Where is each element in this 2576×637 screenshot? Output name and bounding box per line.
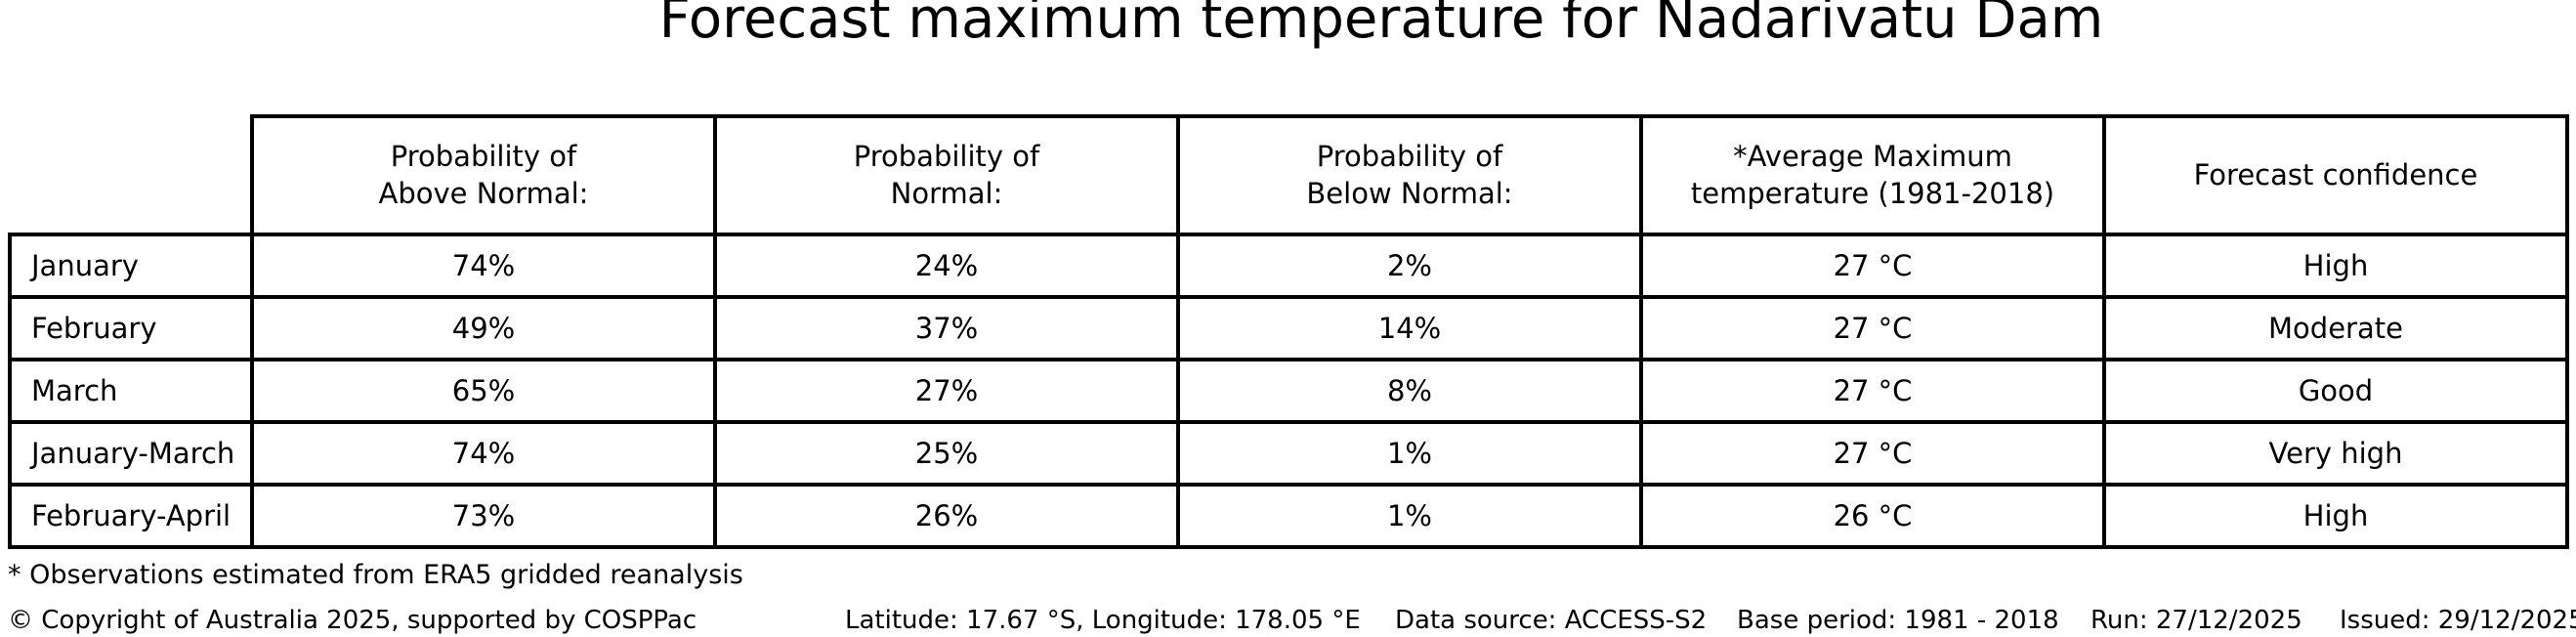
cell-january-march-below-normal: 1% — [1176, 420, 1643, 487]
cell-february-april-avg-temp: 26 °C — [1639, 483, 2106, 549]
cell-february-confidence: Moderate — [2102, 295, 2569, 361]
table-row-january: January 74% 24% 2% 27 °C High — [8, 233, 2569, 299]
page-title: Forecast maximum temperature for Nadariv… — [658, 0, 2104, 51]
corner-blank-cell — [10, 116, 252, 234]
header-row: Probability of Above Normal: Probability… — [10, 114, 2569, 236]
cell-january-march-avg-temp: 27 °C — [1639, 420, 2106, 487]
col-header-forecast-confidence: Forecast confidence — [2102, 114, 2569, 236]
cell-march-confidence: Good — [2102, 358, 2569, 424]
table-row-february: February 49% 37% 14% 27 °C Moderate — [8, 295, 2569, 361]
row-label-january-march: January-March — [8, 420, 254, 487]
issued-date-text: Issued: 29/12/2025 — [2340, 606, 2576, 635]
observations-footnote: * Observations estimated from ERA5 gridd… — [8, 560, 743, 590]
col-header-normal-label: Probability of Normal: — [853, 139, 1040, 210]
cell-march-avg-temp: 27 °C — [1639, 358, 2106, 424]
cell-march-below-normal: 8% — [1176, 358, 1643, 424]
row-label-january: January — [8, 233, 254, 299]
data-source-text: Data source: ACCESS-S2 — [1395, 606, 1708, 635]
cell-march-above-normal: 65% — [250, 358, 717, 424]
cell-february-april-confidence: High — [2102, 483, 2569, 549]
table-row-february-april: February-April 73% 26% 1% 26 °C High — [8, 483, 2569, 549]
row-label-february: February — [8, 295, 254, 361]
cell-february-april-below-normal: 1% — [1176, 483, 1643, 549]
cell-march-normal: 27% — [713, 358, 1180, 424]
run-date-text: Run: 27/12/2025 — [2090, 606, 2302, 635]
cell-february-below-normal: 14% — [1176, 295, 1643, 361]
col-header-average-max-temp-label: *Average Maximum temperature (1981-2018) — [1690, 139, 2055, 210]
copyright-text: © Copyright of Australia 2025, supported… — [8, 606, 697, 635]
cell-february-above-normal: 49% — [250, 295, 717, 361]
base-period-text: Base period: 1981 - 2018 — [1737, 606, 2059, 635]
cell-january-avg-temp: 27 °C — [1639, 233, 2106, 299]
row-label-february-april: February-April — [8, 483, 254, 549]
cell-february-april-above-normal: 73% — [250, 483, 717, 549]
row-label-march: March — [8, 358, 254, 424]
cell-january-march-normal: 25% — [713, 420, 1180, 487]
cell-january-march-confidence: Very high — [2102, 420, 2569, 487]
cell-january-march-above-normal: 74% — [250, 420, 717, 487]
location-coordinates: Latitude: 17.67 °S, Longitude: 178.05 °E — [845, 606, 1361, 635]
cell-february-april-normal: 26% — [713, 483, 1180, 549]
cell-february-avg-temp: 27 °C — [1639, 295, 2106, 361]
col-header-normal: Probability of Normal: — [713, 114, 1180, 236]
col-header-below-normal: Probability of Below Normal: — [1176, 114, 1643, 236]
forecast-table: Probability of Above Normal: Probability… — [8, 114, 2569, 549]
cell-january-confidence: High — [2102, 233, 2569, 299]
cell-january-below-normal: 2% — [1176, 233, 1643, 299]
cell-january-above-normal: 74% — [250, 233, 717, 299]
col-header-average-max-temp: *Average Maximum temperature (1981-2018) — [1639, 114, 2106, 236]
col-header-forecast-confidence-label: Forecast confidence — [2193, 157, 2478, 191]
table-row-january-march: January-March 74% 25% 1% 27 °C Very high — [8, 420, 2569, 487]
cell-january-normal: 24% — [713, 233, 1180, 299]
col-header-above-normal: Probability of Above Normal: — [250, 114, 717, 236]
cell-february-normal: 37% — [713, 295, 1180, 361]
col-header-below-normal-label: Probability of Below Normal: — [1306, 139, 1513, 210]
col-header-above-normal-label: Probability of Above Normal: — [378, 139, 589, 210]
table-row-march: March 65% 27% 8% 27 °C Good — [8, 358, 2569, 424]
